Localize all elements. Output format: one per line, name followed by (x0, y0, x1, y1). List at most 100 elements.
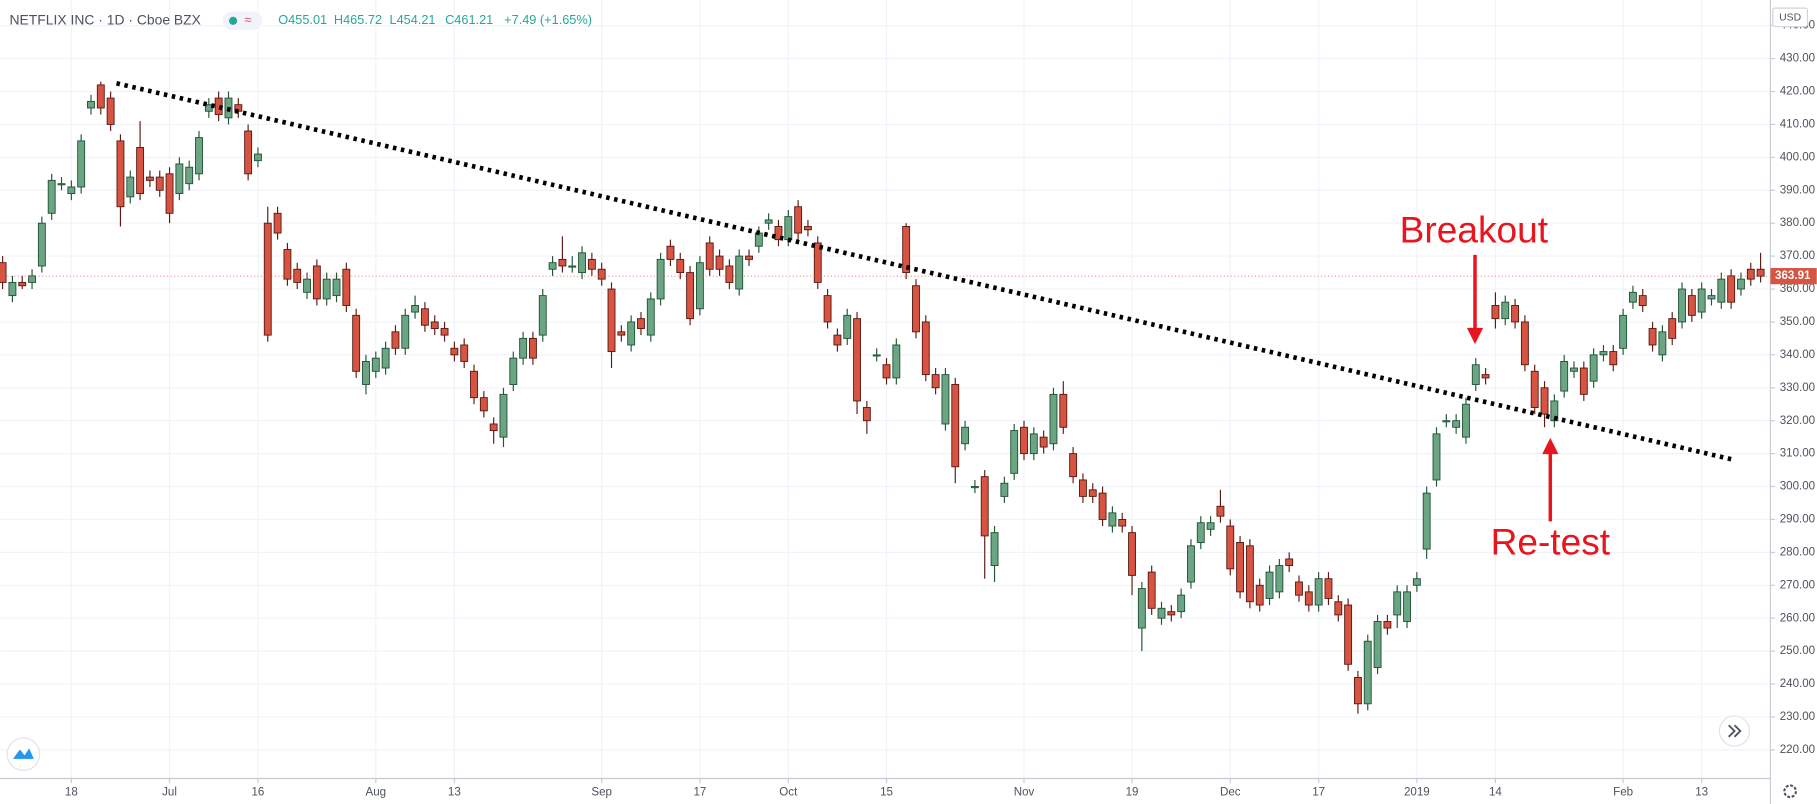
x-tick-label: Aug (365, 786, 386, 798)
candle-body (0, 262, 7, 283)
candle-body (1560, 360, 1569, 392)
candle-body (1245, 545, 1254, 603)
candle-body (254, 153, 262, 162)
status-icon: ≈ (245, 12, 252, 27)
candle-body (28, 275, 36, 283)
grid (0, 0, 1771, 779)
candle-body (362, 360, 370, 385)
candle-body (529, 337, 537, 359)
y-tick-label: 330.00 (1780, 382, 1815, 394)
candle-body (1442, 420, 1451, 423)
candle-body (1265, 571, 1274, 599)
candle-body (538, 295, 547, 336)
candle-body (87, 100, 95, 109)
candle-body (1187, 545, 1195, 583)
candle-body (833, 334, 842, 346)
candle-body (1393, 591, 1402, 616)
candle-body (1039, 436, 1048, 448)
x-tick-label: 18 (65, 786, 78, 798)
candle-body (430, 321, 439, 329)
candle-body (686, 272, 695, 320)
candle-body (371, 357, 380, 372)
candle-body (116, 140, 125, 208)
candle-body (1746, 268, 1755, 280)
settings-icon[interactable] (1783, 784, 1797, 799)
x-tick-label: Nov (1014, 786, 1035, 798)
candle-body (1452, 420, 1461, 428)
candle-body (1088, 489, 1097, 497)
candle-body (1579, 367, 1588, 395)
candle-body (872, 354, 881, 357)
y-tick-label: 230.00 (1780, 711, 1815, 723)
candle-body (470, 370, 478, 399)
candle-body (106, 97, 115, 125)
candle-body (352, 314, 361, 372)
candle-body (1137, 588, 1146, 629)
y-tick-label: 310.00 (1780, 448, 1815, 460)
candle-body (479, 397, 488, 412)
overlay (0, 81, 1771, 463)
candle-body (902, 226, 911, 274)
candle-body (332, 278, 341, 297)
candle-body (980, 476, 989, 537)
candle-body (843, 314, 852, 339)
candle-body (175, 163, 184, 195)
candle-body (67, 186, 76, 195)
candle-body (882, 364, 891, 379)
y-tick-label: 290.00 (1780, 514, 1815, 526)
candle-body (1334, 601, 1343, 616)
candle-body (1383, 621, 1392, 629)
y-tick-label: 300.00 (1780, 481, 1815, 493)
status-pill[interactable] (222, 11, 263, 31)
x-tick-label: 15 (880, 786, 893, 798)
candle-body (1196, 522, 1205, 543)
candle-body (1628, 291, 1637, 303)
candle-body (293, 268, 302, 283)
x-tick-label: Dec (1220, 786, 1241, 798)
y-tick-label: 280.00 (1780, 546, 1815, 558)
candle-body (1638, 295, 1647, 306)
x-tick-label: 19 (1126, 786, 1139, 798)
candle-body (1157, 607, 1166, 619)
candle-body (862, 407, 871, 422)
candle-body (420, 308, 429, 326)
candle-body (1344, 604, 1353, 665)
candle-body (1128, 532, 1136, 576)
candle-body (155, 176, 164, 191)
candle-body (244, 130, 253, 175)
candle-body (342, 268, 351, 306)
candle-body (1697, 288, 1706, 313)
candle-body (1255, 584, 1264, 606)
candle-body (145, 176, 154, 181)
y-tick-label: 260.00 (1780, 612, 1815, 624)
candle-body (450, 347, 459, 356)
candle-body (853, 318, 861, 402)
candle-body (813, 242, 822, 283)
candle-body (1078, 479, 1087, 497)
candle-body (1530, 370, 1539, 408)
candle-body (617, 331, 626, 336)
candle-body (597, 268, 606, 280)
arrow-head (1542, 437, 1559, 455)
candle-body (499, 393, 508, 438)
candle-body (136, 147, 145, 195)
y-tick-label: 420.00 (1780, 86, 1815, 98)
candle-body (1275, 565, 1284, 593)
candle-body (774, 226, 783, 241)
candles (0, 81, 1765, 714)
candle-body (1491, 305, 1500, 320)
x-tick-label: Oct (779, 786, 798, 798)
logo (12, 748, 34, 759)
candle-body (1570, 367, 1578, 372)
candle-body (990, 532, 999, 566)
candle-body (204, 104, 213, 112)
x-tick-label: 13 (448, 786, 461, 798)
candle-body (1236, 542, 1245, 593)
candle-body (1737, 278, 1745, 290)
candle-body (1619, 314, 1628, 349)
candle-body (519, 337, 528, 359)
candle-body (283, 249, 292, 280)
y-tick-label: 400.00 (1780, 151, 1815, 163)
ohlc-low: L454.21 (389, 12, 435, 27)
